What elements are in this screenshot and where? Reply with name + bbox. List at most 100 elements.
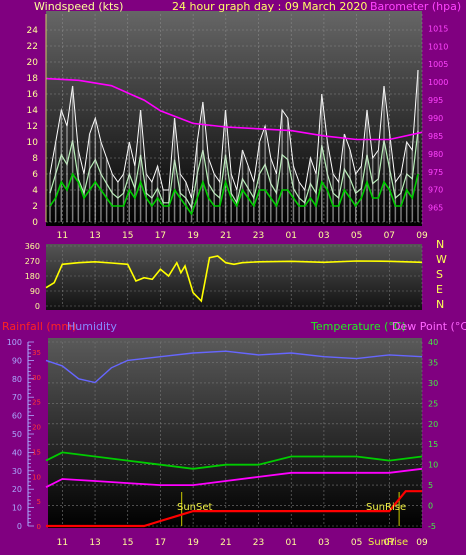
wind-x-tick-label: 21 <box>220 231 231 241</box>
wind-x-tick-label: 09 <box>416 231 428 241</box>
humidity-y-tick-label: 20 <box>12 485 22 494</box>
wind-y-tick-label: 8 <box>32 154 38 164</box>
direction-y-tick-label: 180 <box>25 272 40 281</box>
temperature-series <box>45 350 423 528</box>
rainfall-y-tick-label: 5 <box>37 498 41 506</box>
rainfall-y-tick-label: 20 <box>32 424 41 432</box>
humidity-axis-title: Humidity <box>67 320 117 333</box>
temperature-x-tick-label: 21 <box>220 538 231 548</box>
rainfall-y-tick-label: 15 <box>32 448 41 456</box>
rainfall-line <box>46 490 422 528</box>
temperature-y-tick-label: 25 <box>428 399 438 408</box>
wind-y-tick-label: 16 <box>27 90 39 100</box>
wind-gust-line <box>49 69 419 199</box>
dewpoint-line <box>45 467 423 489</box>
wind-y-tick-label: 10 <box>27 138 39 148</box>
humidity-y-tick-label: 0 <box>17 522 22 531</box>
wind-x-tick-label: 13 <box>89 231 100 241</box>
humidity-y-tick-label: 10 <box>12 504 22 513</box>
wind-y-tick-label: 14 <box>27 106 39 116</box>
rainfall-y-tick-label: 25 <box>32 399 41 407</box>
temperature-x-tick-label: 23 <box>253 538 264 548</box>
wind-x-tick-label: 07 <box>384 231 395 241</box>
sunset-label: SunSet <box>177 502 213 513</box>
wind-y-tick-label: 2 <box>32 202 38 212</box>
wind-y-tick-label: 12 <box>27 122 38 132</box>
humidity-y-tick-label: 50 <box>12 430 22 439</box>
barometer-line <box>45 77 423 141</box>
compass-label: E <box>436 283 443 296</box>
wind-direction-line <box>45 255 423 303</box>
rainfall-y-tick-label: 35 <box>32 349 41 357</box>
temperature-y-tick-label: 5 <box>428 481 433 490</box>
wind-x-tick-label: 15 <box>122 231 133 241</box>
wind-grid <box>46 14 423 225</box>
temperature-y-tick-label: -5 <box>428 522 436 531</box>
wind-average-line <box>49 172 419 216</box>
rainfall-y-tick-label: 30 <box>32 374 41 382</box>
wind-y-tick-label: 4 <box>32 186 38 196</box>
rainfall-y-tick-label: 0 <box>37 523 41 531</box>
temperature-axes: 010203040506070809010005101520253035-505… <box>7 338 438 548</box>
barometer-y-tick-label: 1010 <box>428 42 448 51</box>
humidity-y-tick-label: 40 <box>12 448 22 457</box>
wind-x-tick-label: 01 <box>285 231 296 241</box>
sunrise-label-bottom: SunRise <box>368 537 408 548</box>
temperature-y-tick-label: 10 <box>428 461 438 470</box>
temperature-x-tick-label: 13 <box>89 538 100 548</box>
barometer-y-tick-label: 975 <box>428 168 443 177</box>
humidity-y-tick-label: 90 <box>12 356 22 365</box>
wind-axes: 0246810121416182022249659709759809859909… <box>27 14 448 241</box>
barometer-y-tick-label: 1005 <box>428 60 448 69</box>
humidity-y-tick-label: 100 <box>7 338 22 347</box>
temperature-y-tick-label: 15 <box>428 440 438 449</box>
barometer-y-tick-label: 970 <box>428 186 443 195</box>
wind-y-tick-label: 24 <box>27 26 39 36</box>
temperature-x-tick-label: 09 <box>416 538 428 548</box>
direction-y-tick-label: 90 <box>30 287 40 296</box>
wind-y-tick-label: 6 <box>32 170 38 180</box>
humidity-y-tick-label: 30 <box>12 467 22 476</box>
temperature-x-tick-label: 05 <box>351 538 362 548</box>
temperature-y-tick-label: 35 <box>428 358 438 367</box>
compass-label: W <box>436 253 447 266</box>
direction-y-tick-label: 0 <box>35 302 40 311</box>
humidity-y-tick-label: 80 <box>12 375 22 384</box>
wind-light-line <box>49 130 419 210</box>
humidity-y-tick-label: 70 <box>12 393 22 402</box>
direction-series <box>45 255 423 303</box>
wind-x-tick-label: 05 <box>351 231 362 241</box>
compass-label: N <box>436 238 444 251</box>
wind-x-tick-label: 23 <box>253 231 264 241</box>
barometer-y-tick-label: 985 <box>428 132 443 141</box>
direction-y-tick-label: 270 <box>25 257 40 266</box>
temperature-y-tick-label: 0 <box>428 502 433 511</box>
wind-direction-plot-area <box>46 244 422 310</box>
temperature-x-tick-label: 17 <box>155 538 166 548</box>
barometer-axis-title: Barometer (hpa) <box>370 0 461 13</box>
humidity-line <box>45 350 423 384</box>
barometer-y-tick-label: 1000 <box>428 78 448 87</box>
humidity-y-tick-label: 60 <box>12 412 22 421</box>
wind-x-tick-label: 19 <box>187 231 199 241</box>
temperature-axis-title: Temperature (°C) <box>310 320 406 333</box>
barometer-y-tick-label: 965 <box>428 204 443 213</box>
temperature-y-tick-label: 40 <box>428 338 438 347</box>
dewpoint-axis-title: Dew Point (°C) <box>392 320 466 333</box>
temperature-y-tick-label: 30 <box>428 379 438 388</box>
wind-y-tick-label: 22 <box>27 42 38 52</box>
temperature-plot-area <box>48 338 422 528</box>
rainfall-axis-title: Rainfall (mm) <box>2 320 76 333</box>
barometer-y-tick-label: 1015 <box>428 24 448 33</box>
temperature-x-tick-label: 11 <box>57 538 68 548</box>
wind-y-tick-label: 20 <box>27 58 39 68</box>
wind-x-tick-label: 03 <box>318 231 329 241</box>
wind-plot-area <box>46 11 422 226</box>
barometer-y-tick-label: 990 <box>428 114 443 123</box>
sunrise-label: SunRise <box>366 502 406 513</box>
direction-y-tick-label: 360 <box>25 242 40 251</box>
rainfall-y-tick-label: 10 <box>32 473 41 481</box>
graph-title: 24 hour graph day : 09 March 2020 <box>172 0 367 13</box>
